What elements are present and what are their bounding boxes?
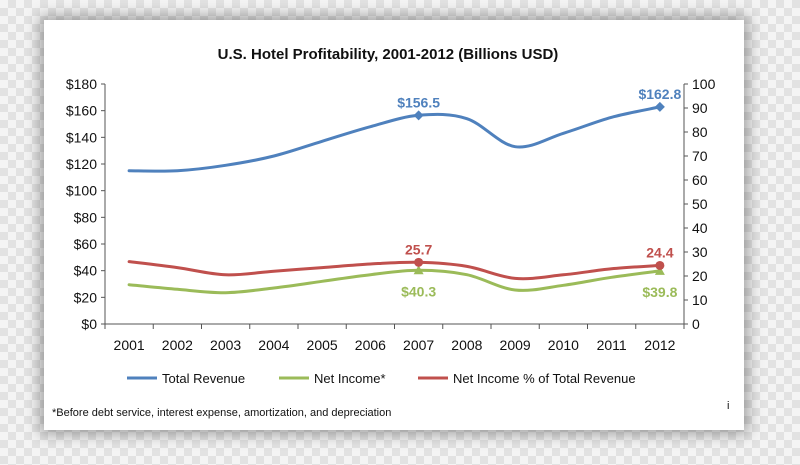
point-marker: [654, 265, 665, 275]
x-tick-label: 2005: [307, 337, 338, 353]
point-marker: [413, 265, 424, 275]
x-tick-label: 2004: [258, 337, 289, 353]
point-marker: [654, 101, 665, 112]
x-tick-label: 2001: [114, 337, 145, 353]
right-tick-label: 30: [692, 244, 708, 260]
right-tick-label: 50: [692, 196, 708, 212]
left-tick-label: $20: [74, 289, 98, 305]
data-label: $39.8: [642, 284, 677, 300]
left-tick-label: $120: [66, 156, 97, 172]
legend-label-2: Net Income*: [314, 371, 386, 386]
data-label: 24.4: [646, 244, 673, 260]
left-tick-label: $80: [74, 209, 98, 225]
point-marker: [413, 110, 424, 121]
x-tick-label: 2010: [548, 337, 579, 353]
series-line-2: [127, 268, 662, 295]
right-tick-label: 10: [692, 292, 708, 308]
series-line-3: [127, 260, 662, 281]
left-tick-label: $100: [66, 183, 97, 199]
left-tick-label: $180: [66, 76, 97, 92]
right-tick-label: 0: [692, 316, 700, 332]
right-tick-label: 80: [692, 124, 708, 140]
chart: U.S. Hotel Profitability, 2001-2012 (Bil…: [66, 46, 716, 386]
x-tick-label: 2012: [644, 337, 675, 353]
x-tick-label: 2003: [210, 337, 241, 353]
x-tick-label: 2009: [500, 337, 531, 353]
x-tick-label: 2006: [355, 337, 386, 353]
data-label: $40.3: [401, 283, 436, 299]
left-tick-label: $160: [66, 103, 97, 119]
left-tick-label: $140: [66, 129, 97, 145]
x-tick-label: 2011: [597, 337, 627, 353]
x-tick-label: 2007: [403, 337, 434, 353]
corner-mark: i: [727, 400, 730, 412]
right-tick-label: 70: [692, 148, 708, 164]
right-tick-label: 40: [692, 220, 708, 236]
data-label: $156.5: [397, 94, 440, 110]
legend-label-3: Net Income % of Total Revenue: [453, 371, 636, 386]
data-label: $162.8: [638, 86, 681, 102]
point-marker: [414, 257, 424, 267]
left-tick-label: $0: [81, 316, 97, 332]
series-line-1: [127, 105, 662, 173]
chart-card: U.S. Hotel Profitability, 2001-2012 (Bil…: [44, 20, 744, 430]
right-tick-label: 60: [692, 172, 708, 188]
x-tick-label: 2008: [451, 337, 482, 353]
point-marker: [655, 260, 665, 270]
legend-label-1: Total Revenue: [162, 371, 245, 386]
right-tick-label: 90: [692, 100, 708, 116]
left-tick-label: $40: [74, 263, 98, 279]
data-label: 25.7: [405, 241, 432, 257]
x-tick-label: 2002: [162, 337, 193, 353]
right-tick-label: 20: [692, 268, 708, 284]
chart-title: U.S. Hotel Profitability, 2001-2012 (Bil…: [218, 46, 559, 63]
footnote: *Before debt service, interest expense, …: [52, 407, 392, 419]
right-tick-label: 100: [692, 76, 716, 92]
left-tick-label: $60: [74, 236, 98, 252]
